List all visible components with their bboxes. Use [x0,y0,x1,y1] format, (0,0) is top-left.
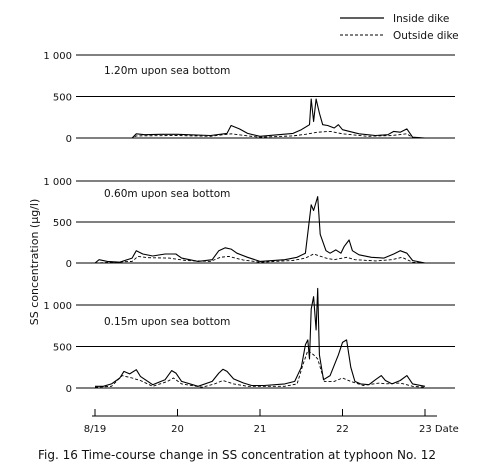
series-outside-dike [94,253,426,264]
x-tick-label: 22 [336,424,349,435]
x-tick-label: 23 Date [419,424,459,435]
y-tick-label: 500 [53,343,72,354]
legend-inside-label: Inside dike [393,13,449,25]
x-tick-label: 21 [254,424,267,435]
y-axis-label: SS concentration (μg/l) [28,199,41,325]
y-tick-label: 1 000 [43,51,72,62]
panel-2: 1 000 500 0 0.60m upon sea bottom [43,177,455,270]
series-outside-dike [95,130,426,139]
x-tick-label: 8/19 [84,424,106,435]
series-inside-dike [95,287,426,387]
panel-label: 1.20m upon sea bottom [104,65,230,77]
x-axis: 8/19 20 21 22 23 Date [84,409,459,435]
panel-label: 0.15m upon sea bottom [104,316,230,328]
y-tick-label: 500 [53,93,72,104]
legend: Inside dike Outside dike [340,13,459,42]
y-tick-label: 500 [53,218,72,229]
y-tick-label: 1 000 [43,301,72,312]
figure-caption: Fig. 16 Time-course change in SS concent… [38,448,436,462]
panel-3: 1 000 500 0 0.15m upon sea bottom [43,287,455,395]
y-tick-label: 0 [66,384,72,395]
series-inside-dike [95,98,426,139]
panel-1: 1 000 500 0 1.20m upon sea bottom [43,51,455,145]
y-tick-label: 0 [66,259,72,270]
y-tick-label: 1 000 [43,177,72,188]
panel-label: 0.60m upon sea bottom [104,188,230,200]
series-outside-dike [94,350,426,388]
x-tick-label: 20 [171,424,184,435]
series-inside-dike [94,196,426,264]
y-tick-label: 0 [66,134,72,145]
legend-outside-label: Outside dike [393,30,459,42]
